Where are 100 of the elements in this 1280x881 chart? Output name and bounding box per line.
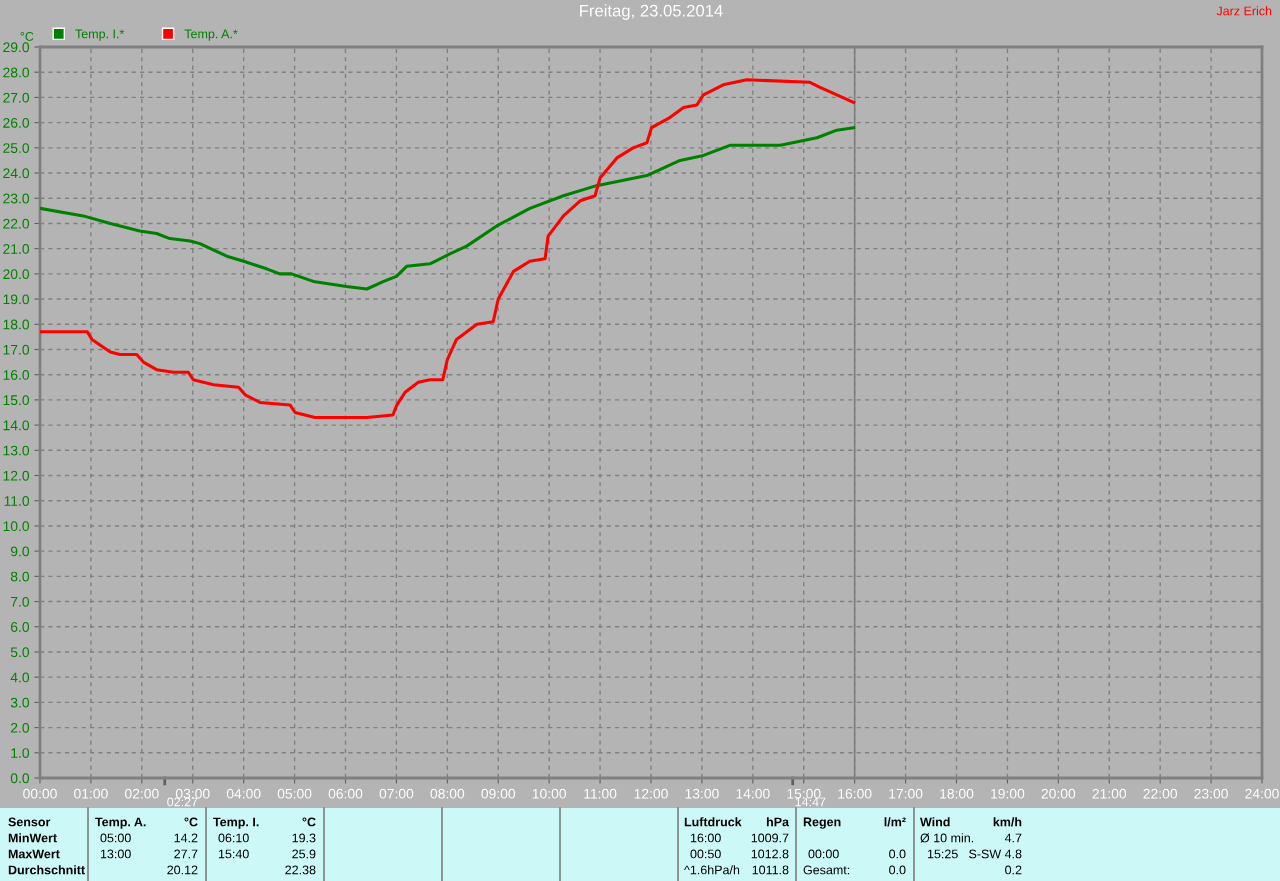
y-tick-label: 13.0: [3, 445, 30, 456]
text: 27.7: [174, 849, 198, 859]
text: 0.0: [889, 849, 906, 859]
y-tick-label: 26.0: [3, 117, 30, 128]
y-tick-label: 19.0: [3, 294, 30, 305]
text: 14:47: [795, 797, 826, 807]
text: °C: [302, 817, 316, 827]
legend-label: Temp. A.*: [184, 29, 238, 41]
text: ^1.6hPa/h: [684, 865, 740, 875]
x-tick-label: 11:00: [584, 788, 617, 799]
y-tick-label: 22.0: [3, 218, 30, 229]
x-tick-label: 01:00: [74, 788, 108, 799]
y-tick-label: 4.0: [10, 672, 30, 683]
x-tick-label: 05:00: [277, 788, 312, 799]
text: 19.3: [292, 833, 316, 843]
x-tick-label: 07:00: [379, 788, 414, 799]
x-tick-label: 12:00: [634, 788, 668, 799]
text: 14.2: [174, 833, 198, 843]
text: Wind: [920, 817, 950, 827]
x-tick-label: 15:00: [787, 788, 821, 799]
text: 1011.8: [752, 865, 789, 875]
x-tick-label: 06:00: [328, 788, 363, 799]
y-tick-label: 21.0: [3, 243, 30, 254]
x-tick-label: 00:00: [23, 788, 57, 799]
text: 1012.8: [751, 849, 789, 859]
text: 25.9: [292, 849, 316, 859]
y-axis-title: °C: [20, 32, 34, 41]
y-tick-label: 14.0: [3, 420, 30, 431]
y-tick-label: 24.0: [3, 168, 30, 179]
text: S-SW 4.8: [969, 849, 1022, 859]
text: 0.2: [1005, 865, 1022, 875]
y-tick-label: 9.0: [10, 546, 30, 557]
x-tick-label: 21:00: [1092, 788, 1127, 799]
x-tick-label: 08:00: [430, 788, 465, 799]
text: Ø 10 min.: [920, 833, 974, 843]
text: 1009.7: [751, 833, 789, 843]
line-series: [40, 126, 856, 291]
y-tick-label: 20.0: [3, 269, 30, 280]
y-tick-label: 7.0: [10, 596, 30, 607]
y-tick-label: 5.0: [10, 647, 30, 658]
y-tick-label: 15.0: [3, 395, 30, 406]
y-tick-label: 10.0: [3, 521, 30, 532]
x-tick-label: 17:00: [889, 788, 923, 799]
text: Durchschnitt: [8, 865, 85, 875]
text: 20.12: [167, 865, 198, 875]
text: 05:00: [100, 833, 131, 843]
y-tick-label: 0.0: [10, 773, 30, 784]
x-tick-label: 19:00: [991, 788, 1025, 799]
x-tick-label: 10:00: [532, 788, 566, 799]
y-tick-label: 17.0: [3, 344, 30, 355]
y-tick-label: 29.0: [3, 42, 30, 53]
x-tick-label: 18:00: [940, 788, 974, 799]
text: Temp. I.: [213, 817, 259, 829]
y-tick-label: 25.0: [3, 143, 30, 153]
text: l/m²: [884, 817, 906, 827]
y-tick-label: 18.0: [3, 319, 30, 330]
text: 00:00: [808, 849, 839, 859]
x-tick-label: 22:00: [1143, 788, 1177, 799]
x-tick-label: 20:00: [1041, 788, 1076, 799]
text: MinWert: [8, 833, 57, 843]
text: hPa: [766, 817, 790, 827]
text: Jarz Erich: [1216, 6, 1272, 16]
x-tick-label: 13:00: [685, 788, 719, 799]
text: Gesamt:: [803, 865, 850, 875]
text: 0.0: [889, 865, 906, 875]
text: Temp. A.: [95, 817, 146, 829]
text: 06:10: [218, 833, 249, 843]
text: 22.38: [285, 865, 316, 875]
text: °C: [184, 817, 198, 827]
y-tick-label: 12.0: [3, 470, 30, 481]
y-tick-label: 6.0: [10, 622, 30, 632]
y-tick-label: 27.0: [3, 92, 30, 103]
text: MaxWert: [8, 849, 60, 859]
text: Regen: [803, 817, 841, 829]
text: 16:00: [690, 833, 721, 843]
x-tick-label: 03:00: [175, 788, 210, 799]
x-tick-label: 23:00: [1194, 788, 1228, 799]
text: km/h: [993, 817, 1022, 827]
y-tick-label: 8.0: [10, 571, 30, 582]
text: 13:00: [100, 849, 131, 859]
text: Luftdruck: [684, 817, 742, 827]
text: 4.7: [1004, 833, 1022, 843]
x-tick-label: 14:00: [736, 788, 770, 799]
text: Sensor: [8, 817, 51, 827]
y-tick-label: 23.0: [3, 193, 30, 204]
legend-label: Temp. I.*: [75, 29, 125, 41]
x-tick-label: 16:00: [838, 788, 872, 799]
y-tick-label: 16.0: [3, 370, 30, 380]
text: 15:40: [218, 849, 249, 859]
x-tick-label: 09:00: [481, 788, 516, 799]
x-tick-label: 04:00: [226, 788, 261, 799]
x-tick-label: 24:00: [1245, 788, 1279, 799]
chart-title: Freitag, 23.05.2014: [580, 4, 723, 20]
text: 15:25: [927, 849, 958, 859]
x-tick-label: 02:00: [125, 788, 159, 799]
y-tick-label: 3.0: [10, 697, 30, 708]
y-tick-label: 11.0: [4, 496, 30, 506]
text: 02:27: [167, 797, 198, 807]
text: 00:50: [690, 849, 721, 859]
y-tick-label: 2.0: [10, 722, 30, 733]
